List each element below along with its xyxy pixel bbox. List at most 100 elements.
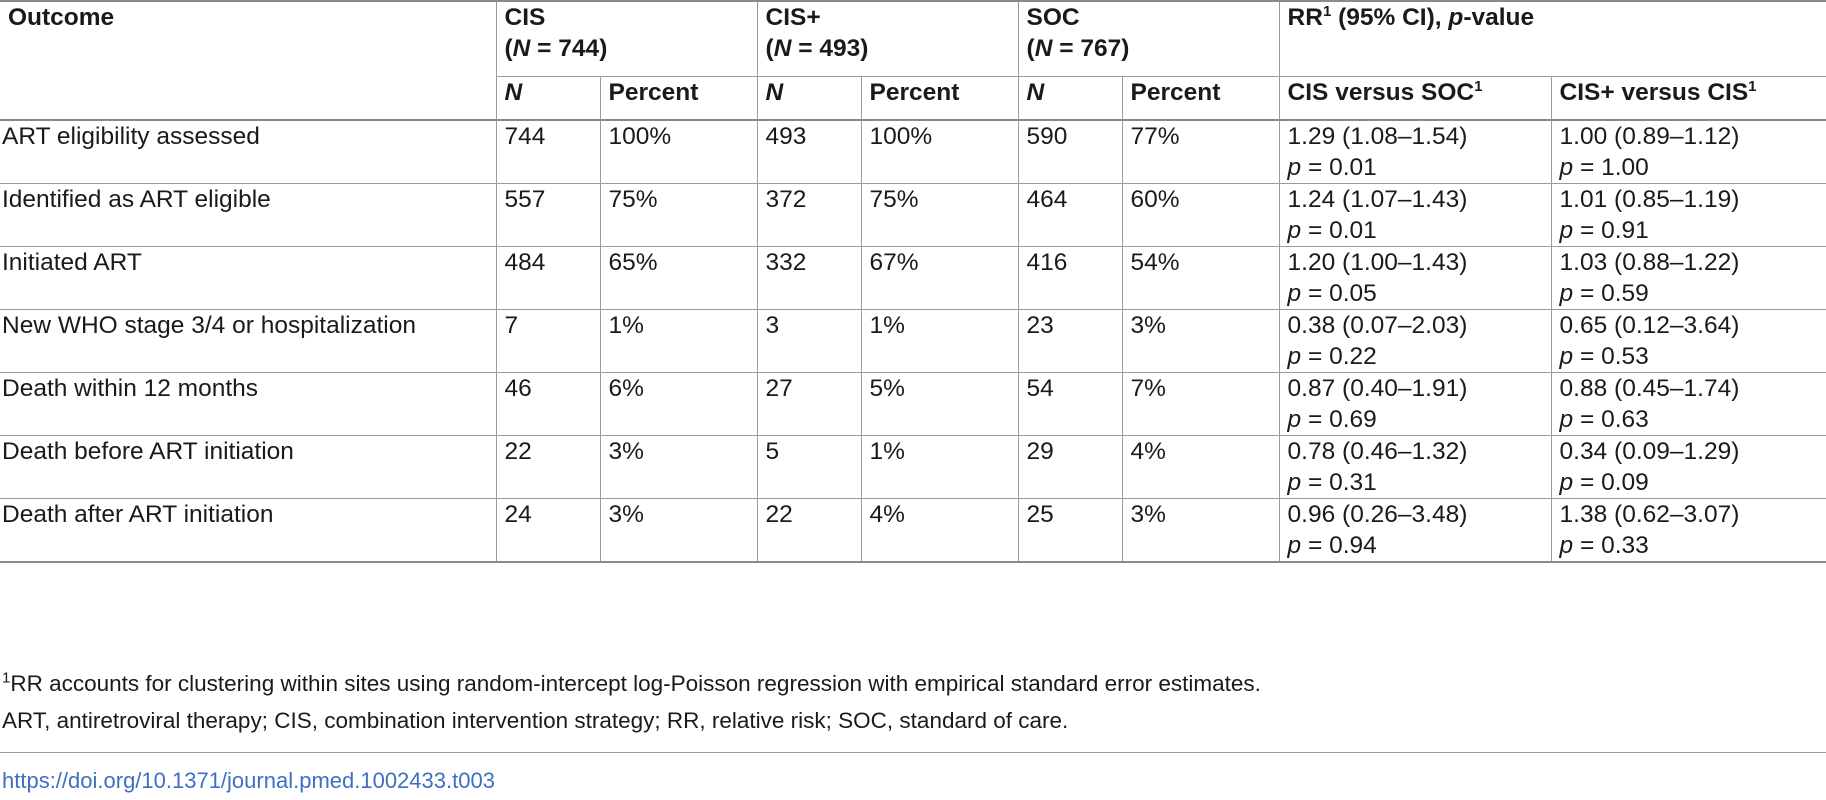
p-symbol: p bbox=[1287, 343, 1302, 370]
rr-cis-vs-soc-cell: 1.24 (1.07–1.43) p = 0.01 bbox=[1279, 183, 1552, 247]
table-row: Death after ART initiation 24 3% 22 4% 25 3% 0.… bbox=[0, 498, 1826, 563]
p-symbol: p bbox=[1287, 532, 1302, 559]
rr-cis-vs-soc-cell: 1.29 (1.08–1.54) p = 0.01 bbox=[1279, 120, 1552, 184]
rr-cis-vs-soc-cell: 0.96 (0.26–3.48) p = 0.94 bbox=[1279, 498, 1552, 563]
rr-title: RR bbox=[1287, 4, 1323, 31]
header-group-cis: CIS (N = 744) bbox=[496, 0, 758, 77]
rr-ci-label: (95% CI), bbox=[1331, 4, 1449, 31]
p-value: p = 1.00 bbox=[1560, 152, 1826, 183]
rr-estimate: 0.38 (0.07–2.03) bbox=[1287, 312, 1468, 339]
p-value: p = 0.22 bbox=[1288, 341, 1551, 372]
footnote-text: RR accounts for clustering within sites … bbox=[10, 671, 1261, 696]
rr-cis-vs-soc-cell: 0.78 (0.46–1.32) p = 0.31 bbox=[1279, 435, 1552, 499]
cis-n-cell: 7 bbox=[496, 309, 601, 373]
table-footnotes: 1RR accounts for clustering within sites… bbox=[2, 665, 1261, 739]
cisplus-percent-cell: 67% bbox=[861, 246, 1019, 310]
table-row: Identified as ART eligible 557 75% 372 75% 46… bbox=[0, 183, 1826, 247]
table-row: New WHO stage 3/4 or hospitalization 7 1% 3… bbox=[0, 309, 1826, 373]
p-equals: = bbox=[1573, 343, 1602, 370]
p-value: p = 0.59 bbox=[1560, 278, 1826, 309]
header-rr: RR1 (95% CI), p-value bbox=[1279, 0, 1826, 77]
p-value: p = 0.05 bbox=[1288, 278, 1551, 309]
subheader-percent: Percent bbox=[1122, 76, 1280, 121]
comparison-label: CIS versus SOC bbox=[1287, 79, 1475, 106]
p-number: 0.69 bbox=[1329, 406, 1377, 433]
p-number: 1.00 bbox=[1601, 154, 1649, 181]
cisplus-percent-cell: 1% bbox=[861, 309, 1019, 373]
soc-percent-cell: 3% bbox=[1122, 309, 1280, 373]
doi-link[interactable]: https://doi.org/10.1371/journal.pmed.100… bbox=[2, 768, 495, 793]
footnote-abbreviations: ART, antiretroviral therapy; CIS, combin… bbox=[2, 708, 1069, 733]
soc-n-cell: 464 bbox=[1018, 183, 1123, 247]
group-name: SOC bbox=[1026, 4, 1080, 31]
p-symbol: p bbox=[1287, 154, 1302, 181]
p-equals: = bbox=[1301, 532, 1330, 559]
rr-cisplus-vs-cis-cell: 1.03 (0.88–1.22) p = 0.59 bbox=[1551, 246, 1826, 310]
cis-n-cell: 557 bbox=[496, 183, 601, 247]
p-number: 0.01 bbox=[1329, 217, 1377, 244]
p-symbol: p bbox=[1559, 217, 1574, 244]
p-symbol: p bbox=[1559, 280, 1574, 307]
p-number: 0.31 bbox=[1329, 469, 1377, 496]
cisplus-n-cell: 5 bbox=[757, 435, 862, 499]
p-equals: = bbox=[1573, 406, 1602, 433]
rr-value-label: -value bbox=[1463, 4, 1535, 31]
p-equals: = bbox=[1301, 154, 1330, 181]
rr-p-label: p bbox=[1448, 4, 1464, 31]
p-value: p = 0.09 bbox=[1560, 467, 1826, 498]
comparison-footnote-mark: 1 bbox=[1474, 77, 1483, 95]
p-symbol: p bbox=[1287, 406, 1302, 433]
rr-cis-vs-soc-cell: 0.87 (0.40–1.91) p = 0.69 bbox=[1279, 372, 1552, 436]
p-symbol: p bbox=[1287, 280, 1302, 307]
subheader-cis-vs-soc: CIS versus SOC1 bbox=[1279, 76, 1552, 121]
cis-percent-cell: 6% bbox=[600, 372, 758, 436]
p-symbol: p bbox=[1559, 469, 1574, 496]
p-equals: = bbox=[1573, 217, 1602, 244]
p-value: p = 0.91 bbox=[1560, 215, 1826, 246]
comparison-label: CIS+ versus CIS bbox=[1559, 79, 1749, 106]
rr-estimate: 1.24 (1.07–1.43) bbox=[1287, 186, 1468, 213]
soc-percent-cell: 3% bbox=[1122, 498, 1280, 563]
cisplus-percent-cell: 5% bbox=[861, 372, 1019, 436]
group-n-value: 744 bbox=[558, 35, 600, 62]
p-value: p = 0.31 bbox=[1288, 467, 1551, 498]
cisplus-percent-cell: 4% bbox=[861, 498, 1019, 563]
outcome-cell: Initiated ART bbox=[0, 246, 497, 310]
p-equals: = bbox=[1573, 154, 1602, 181]
p-number: 0.53 bbox=[1601, 343, 1649, 370]
cis-n-cell: 46 bbox=[496, 372, 601, 436]
p-equals: = bbox=[1301, 469, 1330, 496]
p-value: p = 0.33 bbox=[1560, 530, 1826, 561]
p-number: 0.94 bbox=[1329, 532, 1377, 559]
outcome-cell: Death after ART initiation bbox=[0, 498, 497, 563]
p-equals: = bbox=[1301, 217, 1330, 244]
comparison-footnote-mark: 1 bbox=[1748, 77, 1757, 95]
p-symbol: p bbox=[1559, 343, 1574, 370]
rr-footnote-mark: 1 bbox=[1322, 2, 1332, 20]
soc-percent-cell: 54% bbox=[1122, 246, 1280, 310]
cis-n-cell: 744 bbox=[496, 120, 601, 184]
p-number: 0.91 bbox=[1601, 217, 1649, 244]
header-row-sub: N Percent N Percent N Percent CIS versus… bbox=[0, 76, 1826, 121]
soc-n-cell: 25 bbox=[1018, 498, 1123, 563]
subheader-n: N bbox=[1018, 76, 1123, 121]
group-n-value: 767 bbox=[1080, 35, 1122, 62]
soc-percent-cell: 60% bbox=[1122, 183, 1280, 247]
outcome-cell: ART eligibility assessed bbox=[0, 120, 497, 184]
soc-percent-cell: 77% bbox=[1122, 120, 1280, 184]
p-value: p = 0.69 bbox=[1288, 404, 1551, 435]
cisplus-percent-cell: 100% bbox=[861, 120, 1019, 184]
p-symbol: p bbox=[1287, 217, 1302, 244]
outcome-cell: Death before ART initiation bbox=[0, 435, 497, 499]
cis-n-cell: 22 bbox=[496, 435, 601, 499]
table-row: Death within 12 months 46 6% 27 5% 54 7% 0.87 (… bbox=[0, 372, 1826, 436]
group-n-label: N bbox=[1034, 35, 1053, 62]
rr-estimate: 0.96 (0.26–3.48) bbox=[1287, 501, 1468, 528]
rr-cis-vs-soc-cell: 0.38 (0.07–2.03) p = 0.22 bbox=[1279, 309, 1552, 373]
header-outcome: Outcome bbox=[0, 0, 497, 121]
p-equals: = bbox=[1301, 343, 1330, 370]
group-n-label: N bbox=[512, 35, 531, 62]
p-number: 0.33 bbox=[1601, 532, 1649, 559]
outcome-cell: Identified as ART eligible bbox=[0, 183, 497, 247]
